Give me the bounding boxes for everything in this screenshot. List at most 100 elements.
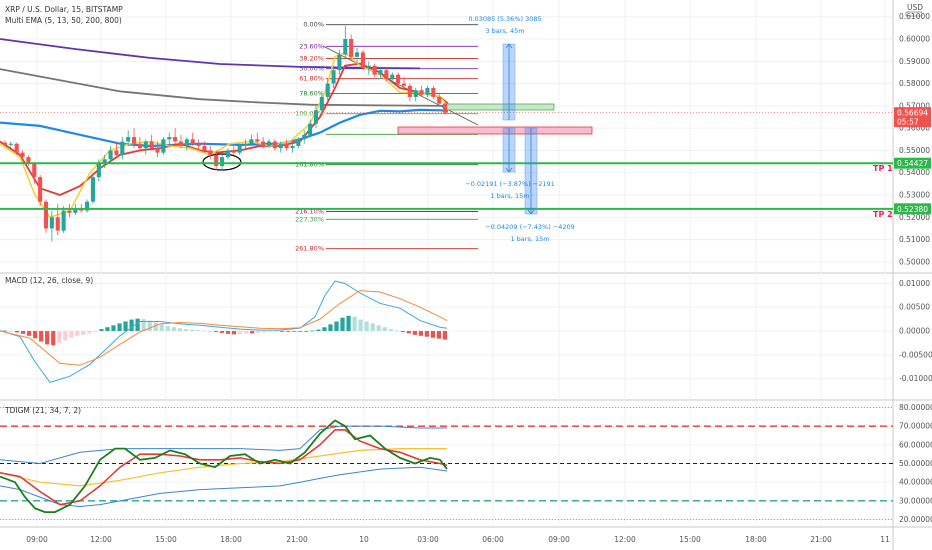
y-tick-label: 0.55000 bbox=[899, 146, 930, 155]
candle-body bbox=[85, 201, 90, 211]
fib-level-label: 38.20% bbox=[299, 55, 324, 63]
candle-body bbox=[178, 141, 184, 146]
macd-histogram-bar bbox=[183, 329, 188, 332]
candle-body bbox=[325, 83, 330, 97]
y-tick-label: 0.58000 bbox=[899, 79, 930, 88]
tdi-lower-band bbox=[0, 466, 448, 508]
macd-histogram-bar bbox=[189, 329, 194, 332]
measure-tools[interactable]: 0.03085 (5.36%) 3085 3 bars, 45m −0.02191 … bbox=[465, 15, 575, 243]
price-label-bg bbox=[894, 116, 931, 128]
macd-legend[interactable]: MACD (12, 26, close, 9) bbox=[5, 276, 93, 285]
y-tick-label: 0.61000 bbox=[899, 12, 930, 21]
macd-histogram-bar bbox=[256, 331, 261, 333]
candle-body bbox=[32, 163, 37, 178]
macd-histogram-bar bbox=[340, 317, 345, 332]
candle-body bbox=[114, 150, 119, 155]
tdi-pane bbox=[0, 407, 893, 520]
candle-body bbox=[313, 110, 319, 124]
macd-histogram-bar bbox=[358, 319, 363, 332]
price-label-bg bbox=[894, 203, 931, 215]
y-tick-label: 50.00000 bbox=[899, 459, 932, 468]
x-tick-label: 09:00 bbox=[548, 535, 570, 544]
ema-legend[interactable]: Multi EMA (5, 13, 50, 200, 800) bbox=[5, 16, 122, 25]
x-tick-label: 21:00 bbox=[286, 535, 308, 544]
candle-body bbox=[261, 141, 266, 146]
macd-histogram-bar bbox=[436, 331, 442, 339]
macd-histogram-bar bbox=[57, 331, 62, 343]
macd-histogram-bar bbox=[33, 331, 38, 339]
y-tick-label: 0.60000 bbox=[899, 35, 930, 44]
candle-body bbox=[202, 145, 207, 151]
macd-histogram-bar bbox=[316, 329, 321, 332]
fib-level-label: 216.10% bbox=[295, 207, 324, 215]
macd-histogram-bar bbox=[364, 321, 369, 332]
macd-histogram-bar bbox=[20, 331, 26, 334]
macd-histogram-bar bbox=[135, 318, 140, 332]
candle-body bbox=[243, 143, 248, 146]
macd-histogram-bar bbox=[322, 327, 327, 332]
candle-body bbox=[214, 154, 219, 167]
candle-body bbox=[431, 88, 436, 97]
y-tick-label: 70.00000 bbox=[899, 422, 932, 431]
candle-body bbox=[290, 145, 295, 149]
candle-body bbox=[14, 143, 19, 153]
x-tick-label: 09:00 bbox=[26, 535, 48, 544]
fib-level-label: 227.30% bbox=[295, 215, 324, 223]
candle-body bbox=[255, 139, 260, 142]
macd-histogram-bar bbox=[45, 331, 50, 345]
price-label-bg bbox=[894, 107, 931, 119]
measure-arrowhead bbox=[505, 43, 513, 49]
macd-histogram-bar bbox=[406, 331, 411, 334]
macd-histogram-bar bbox=[81, 331, 86, 335]
y-tick-label: 0.00500 bbox=[899, 303, 930, 312]
price-label-text: 05:57 bbox=[897, 118, 919, 127]
y-tick-label: 40.00000 bbox=[899, 478, 932, 487]
candle-body bbox=[102, 159, 107, 164]
scale-settings-icon[interactable] bbox=[905, 11, 923, 17]
tdi-upper-band bbox=[0, 425, 447, 465]
x-tick-label: 11 bbox=[880, 535, 890, 544]
macd-histogram-bar bbox=[63, 331, 68, 341]
measure-duration: 3 bars, 45m bbox=[485, 27, 524, 35]
y-tick-label: 80.00000 bbox=[899, 403, 932, 412]
candle-body bbox=[425, 88, 430, 95]
pink-zone-box[interactable] bbox=[397, 126, 593, 135]
candle-body bbox=[173, 137, 178, 142]
macd-histogram-bar bbox=[117, 323, 122, 332]
macd-histogram-bar bbox=[231, 331, 237, 335]
green-zone-box[interactable] bbox=[444, 103, 555, 111]
x-tick-label: 15:00 bbox=[679, 535, 701, 544]
macd-histogram-bar bbox=[69, 331, 74, 338]
macd-histogram-bar bbox=[123, 321, 128, 332]
x-tick-label: 21:00 bbox=[810, 535, 832, 544]
candle-body bbox=[354, 52, 360, 57]
currency-label: USD bbox=[907, 3, 923, 12]
macd-histogram-bar bbox=[424, 331, 430, 337]
candle-body bbox=[296, 139, 301, 146]
candle-body bbox=[225, 150, 230, 158]
macd-histogram-bar bbox=[298, 331, 303, 332]
candle-body bbox=[366, 65, 371, 68]
macd-histogram-bar bbox=[237, 331, 243, 334]
macd-histogram-bar bbox=[280, 331, 285, 332]
candle-body bbox=[131, 137, 137, 144]
macd-histogram-bar bbox=[213, 331, 219, 332]
fib-level-label: 23.60% bbox=[299, 42, 324, 50]
candle-body bbox=[390, 74, 395, 80]
x-tick-label: 18:00 bbox=[745, 535, 767, 544]
macd-histogram-bar bbox=[2, 330, 8, 332]
tdi-legend[interactable]: TDIGM (21, 34, 7, 2) bbox=[4, 406, 81, 415]
trend-line[interactable] bbox=[322, 45, 479, 126]
fib-level-label: 100.00% bbox=[295, 110, 324, 118]
y-tick-label: 0.57000 bbox=[899, 101, 930, 110]
macd-histogram-bar bbox=[370, 323, 375, 332]
candle-body bbox=[161, 139, 166, 153]
macd-histogram-bar bbox=[27, 331, 32, 336]
candle-body bbox=[167, 137, 172, 140]
candle-body bbox=[38, 177, 43, 202]
y-tick-label: 0.51000 bbox=[899, 235, 930, 244]
fib-level-label: 78.60% bbox=[299, 90, 324, 98]
macd-histogram-bar bbox=[376, 325, 381, 332]
candle-body bbox=[2, 142, 7, 145]
